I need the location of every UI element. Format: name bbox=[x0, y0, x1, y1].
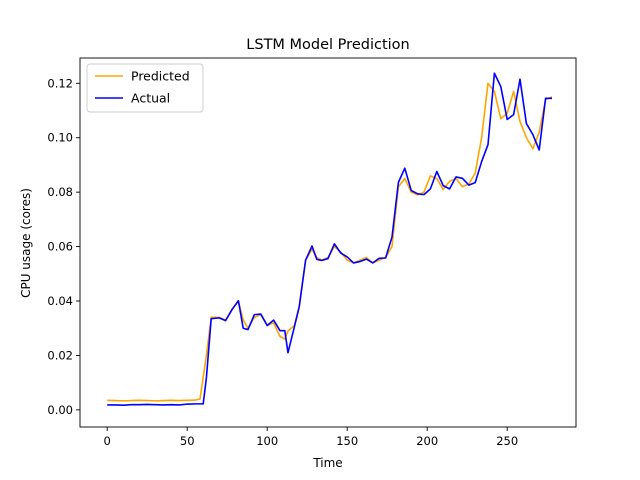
y-tick-label: 0.04 bbox=[47, 294, 73, 308]
legend: Predicted Actual bbox=[86, 63, 204, 113]
y-tick-label: 0.06 bbox=[47, 240, 73, 254]
y-axis: 0.00 0.02 0.04 0.06 0.08 0.10 0.12 bbox=[47, 76, 80, 417]
legend-label-actual: Actual bbox=[131, 91, 170, 106]
plot-area bbox=[79, 57, 577, 428]
x-tick-label: 250 bbox=[496, 434, 518, 448]
x-axis-label: Time bbox=[312, 456, 342, 470]
y-tick-label: 0.02 bbox=[47, 348, 73, 362]
y-tick-label: 0.08 bbox=[47, 185, 73, 199]
x-axis: 0 50 100 150 200 250 bbox=[104, 427, 518, 448]
y-tick-label: 0.10 bbox=[47, 131, 73, 145]
x-tick-label: 50 bbox=[180, 434, 195, 448]
series-line-actual bbox=[107, 72, 552, 407]
x-tick-label: 150 bbox=[336, 434, 358, 448]
x-tick-label: 100 bbox=[256, 434, 278, 448]
axes-frame bbox=[79, 57, 577, 428]
y-tick-label: 0.00 bbox=[47, 403, 73, 417]
y-tick-label: 0.12 bbox=[47, 76, 73, 90]
chart-title: LSTM Model Prediction bbox=[246, 37, 409, 53]
y-axis-label: CPU usage (cores) bbox=[19, 188, 33, 298]
x-tick-label: 0 bbox=[104, 434, 111, 448]
x-tick-label: 200 bbox=[416, 434, 438, 448]
legend-label-predicted: Predicted bbox=[131, 69, 190, 84]
